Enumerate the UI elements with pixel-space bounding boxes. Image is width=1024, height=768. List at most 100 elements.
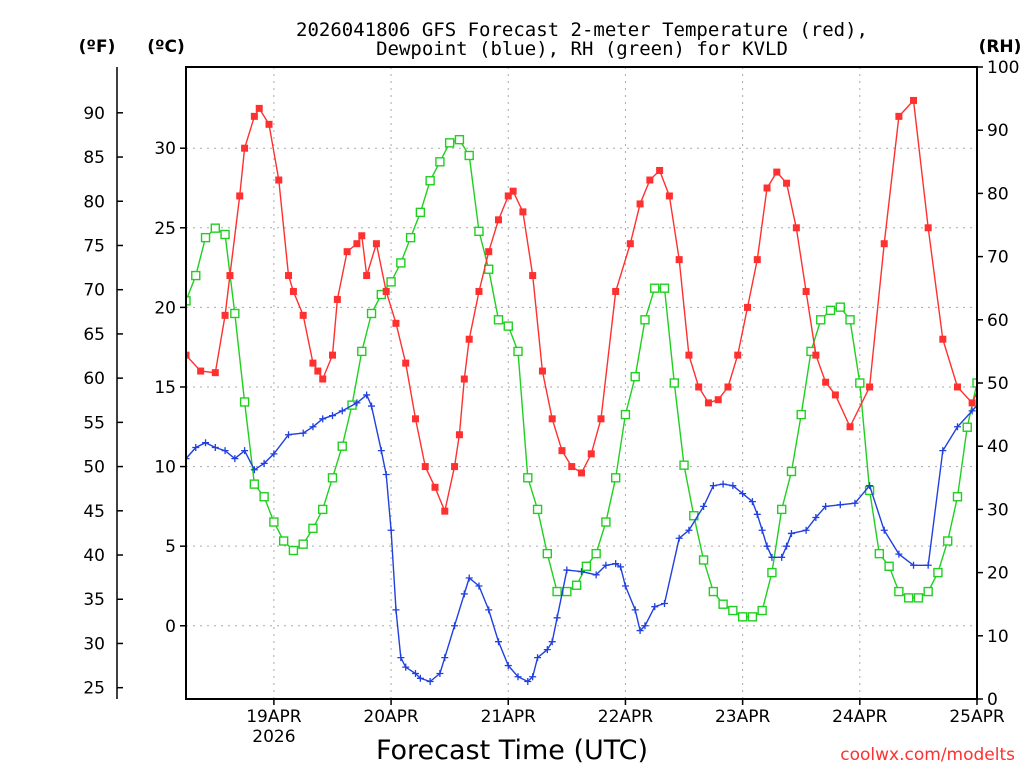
rh-point: [855, 378, 865, 388]
dewpoint-point: [363, 391, 371, 399]
temperature-point: [275, 176, 283, 184]
dewpoint-point: [612, 560, 620, 568]
dewpoint-point: [553, 614, 561, 622]
rh-point: [532, 504, 543, 515]
dewpoint-point: [802, 526, 810, 534]
chart-title-line-2: Dewpoint (blue), RH (green) for KVLD: [376, 38, 788, 60]
rh-point: [718, 599, 728, 609]
dewpoint-point: [719, 480, 727, 488]
dewpoint-point: [617, 563, 625, 571]
series-dewpoint: [186, 391, 977, 685]
rh-point: [894, 586, 904, 597]
dewpoint-point: [563, 566, 571, 574]
celsius-unit-label: (ºC): [147, 37, 185, 57]
rh-point: [796, 409, 806, 420]
temperature-point: [578, 469, 585, 477]
rh-point: [269, 517, 279, 527]
temperature-point: [587, 450, 595, 458]
rh-point: [884, 561, 894, 571]
rh-point: [327, 473, 338, 483]
rh-tick-label: 30: [987, 500, 1009, 520]
temperature-point: [197, 367, 205, 375]
rh-point: [220, 229, 230, 240]
temperature-point: [299, 311, 307, 319]
rh-tick-label: 0: [987, 690, 998, 710]
temperature-point: [568, 463, 576, 471]
dewpoint-point: [709, 482, 717, 490]
chart-title-line-1: 2026041806 GFS Forecast 2-meter Temperat…: [296, 19, 868, 41]
temperature-point: [529, 272, 537, 280]
dewpoint-point: [548, 638, 556, 646]
fahrenheit-tick-label: 35: [83, 590, 105, 610]
dewpoint-point: [202, 439, 210, 447]
temperature-point: [285, 272, 293, 280]
temperature-point: [226, 272, 234, 280]
dewpoint-point: [753, 510, 761, 518]
dewpoint-point: [416, 674, 424, 682]
dewpoint-point: [778, 553, 786, 561]
x-tick-label: 23APR: [715, 707, 771, 727]
rh-point: [415, 207, 426, 218]
rh-point: [484, 264, 494, 274]
dewpoint-point: [631, 606, 639, 614]
rh-point: [357, 346, 367, 357]
dewpoint-point: [602, 561, 610, 569]
dewpoint-point: [211, 443, 219, 451]
series-layer: [186, 96, 977, 685]
dewpoint-point: [866, 482, 874, 490]
rh-point: [650, 283, 660, 293]
temperature-point: [265, 120, 273, 128]
dewpoint-point: [939, 447, 947, 455]
fahrenheit-tick-label: 60: [83, 369, 105, 389]
temperature-point: [548, 415, 556, 423]
rh-point: [601, 517, 611, 527]
celsius-tick-label: 25: [154, 219, 176, 239]
dewpoint-point: [465, 574, 473, 582]
rh-point: [786, 466, 797, 477]
dewpoint-point: [377, 447, 385, 455]
rh-point: [249, 479, 260, 489]
rh-point: [708, 586, 719, 597]
temperature-point: [392, 319, 400, 327]
temperature-point: [822, 378, 830, 386]
rh-tick-label: 90: [987, 121, 1009, 141]
dewpoint-point: [812, 514, 820, 522]
rh-point: [962, 422, 972, 432]
rh-point: [366, 308, 377, 319]
rh-point: [571, 580, 582, 590]
rh-point: [308, 523, 318, 534]
temperature-point: [475, 287, 483, 295]
dewpoint-point: [270, 450, 278, 458]
dewpoint-point: [368, 402, 376, 410]
temperature-point: [636, 200, 644, 208]
rh-point: [386, 277, 396, 287]
dewpoint-point: [787, 529, 795, 537]
temperature-point: [895, 112, 903, 120]
dewpoint-point: [836, 501, 844, 509]
rh-point: [816, 315, 826, 325]
dewpoint-point: [221, 447, 229, 455]
dewpoint-point: [763, 542, 771, 550]
rh-point: [405, 232, 416, 243]
temperature-point: [665, 192, 673, 200]
dewpoint-point: [328, 412, 336, 420]
dewpoint-point: [186, 455, 190, 463]
dewpoint-point: [636, 627, 644, 635]
rh-tick-label: 20: [987, 564, 1009, 584]
fahrenheit-tick-label: 90: [83, 104, 105, 124]
rh-point: [230, 308, 240, 319]
dewpoint-point: [748, 498, 756, 506]
temperature-point: [519, 208, 527, 216]
rh-point: [513, 346, 523, 357]
dewpoint-point: [426, 677, 434, 685]
rh-point: [278, 536, 289, 546]
dewpoint-point: [924, 561, 932, 569]
rh-point: [435, 157, 445, 167]
series-relative-humidity: [186, 134, 977, 622]
temperature-point: [353, 240, 361, 248]
rh-tick-label: 50: [987, 374, 1009, 394]
rh-point: [679, 460, 689, 470]
rh-point: [454, 134, 465, 145]
rh-point: [943, 536, 953, 546]
